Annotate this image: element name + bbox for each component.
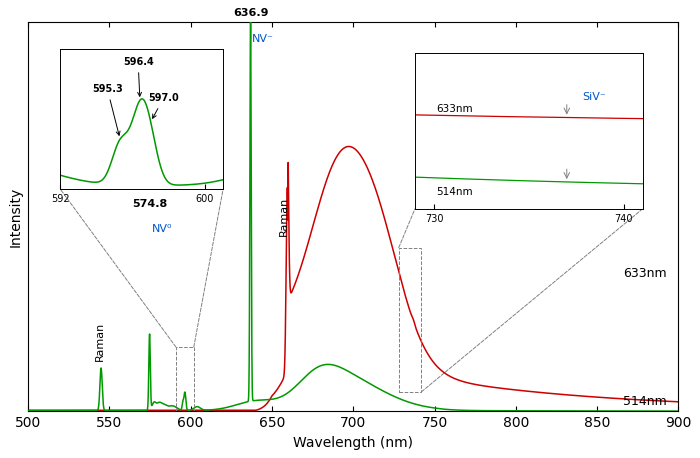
Text: NV⁰: NV⁰ xyxy=(151,224,172,234)
Text: 574.8: 574.8 xyxy=(132,199,167,209)
Text: NV⁻: NV⁻ xyxy=(252,33,274,44)
Text: Raman: Raman xyxy=(279,197,289,236)
X-axis label: Wavelength (nm): Wavelength (nm) xyxy=(293,436,413,450)
Text: Raman: Raman xyxy=(94,322,104,361)
Text: 514nm: 514nm xyxy=(623,395,667,408)
Text: 633nm: 633nm xyxy=(624,267,667,279)
Text: 636.9: 636.9 xyxy=(233,8,268,18)
Y-axis label: Intensity: Intensity xyxy=(8,186,22,247)
